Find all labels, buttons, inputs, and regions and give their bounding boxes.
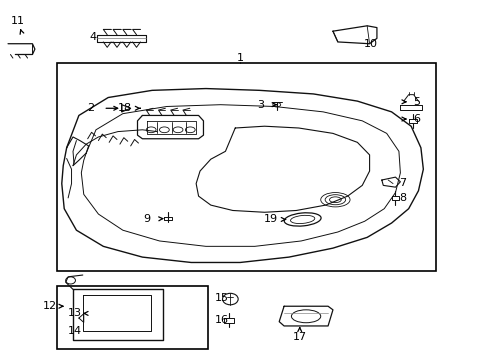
Text: 13: 13: [68, 309, 82, 318]
Text: 19: 19: [263, 215, 277, 224]
Bar: [57, 63, 436, 271]
Text: 9: 9: [144, 215, 151, 224]
Text: 11: 11: [11, 17, 25, 27]
Text: 12: 12: [43, 301, 57, 311]
Text: 4: 4: [89, 32, 96, 41]
Text: 5: 5: [414, 97, 420, 107]
Text: 2: 2: [88, 103, 95, 113]
Text: 10: 10: [364, 40, 378, 49]
Text: 8: 8: [399, 193, 406, 203]
Text: 14: 14: [68, 325, 82, 336]
Text: 3: 3: [257, 100, 264, 110]
Bar: [57, 286, 208, 348]
Text: 16: 16: [215, 315, 228, 325]
Text: 18: 18: [118, 103, 132, 113]
Text: 7: 7: [399, 178, 406, 188]
Text: 6: 6: [414, 114, 420, 124]
Text: 17: 17: [293, 332, 307, 342]
Text: 1: 1: [237, 53, 244, 63]
Text: 15: 15: [215, 293, 228, 303]
